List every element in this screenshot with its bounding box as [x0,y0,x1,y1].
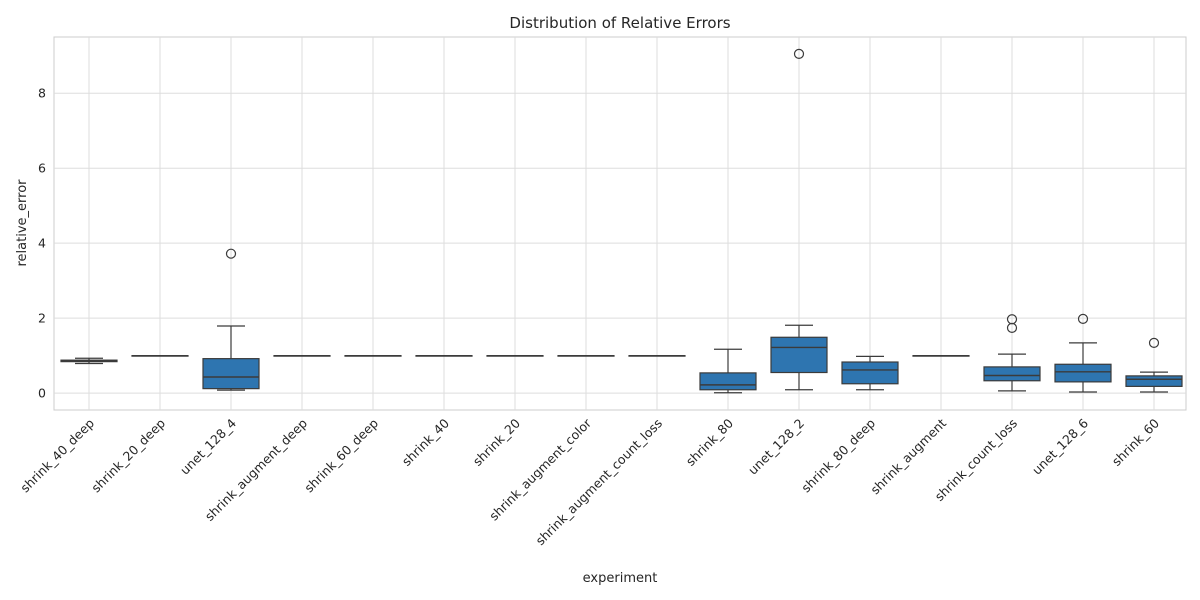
box-shrink_augment_count_loss [628,354,686,357]
iqr-box [1125,375,1183,387]
x-tick-label: unet_128_4 [177,415,239,477]
x-tick-label: shrink_20 [470,415,523,468]
outlier-point [225,248,237,259]
y-ticks: 0 2 4 6 8 [38,86,46,401]
iqr-box [841,361,899,385]
x-tick-label: shrink_80 [683,415,736,468]
plot-area [53,36,1187,411]
x-axis-label: experiment [583,571,658,586]
iqr-box [983,366,1041,382]
iqr-box [699,372,757,391]
x-tick-label: shrink_60_deep [301,415,381,495]
x-tick-label: unet_128_2 [745,416,807,478]
y-tick-label: 0 [38,386,46,401]
box-unet_128_6 [1054,313,1112,393]
box-shrink_augment_deep [273,354,331,357]
x-tick-label: shrink_40 [399,415,452,468]
box-shrink_40 [415,354,473,357]
box-shrink_80 [699,348,757,394]
x-tick-label: shrink_20_deep [88,415,168,495]
box-shrink_20 [486,354,544,357]
box-shrink_augment [912,354,970,357]
chart-title: Distribution of Relative Errors [509,14,730,32]
y-tick-label: 8 [38,86,46,101]
box-shrink_80_deep [841,355,899,391]
box-shrink_60_deep [344,354,402,357]
x-tick-label: shrink_60 [1109,415,1162,468]
x-tick-label: shrink_80_deep [798,415,878,495]
x-tick-label: shrink_augment_count_loss [532,416,665,549]
boxes [60,48,1183,394]
box-unet_128_2 [770,48,828,391]
x-tick-label: shrink_40_deep [17,415,97,495]
x-tick-label: unet_128_6 [1029,415,1091,477]
box-shrink_augment_color [557,354,615,357]
grid [54,37,1186,410]
box-unet_128_4 [202,248,260,391]
box-shrink_count_loss [983,314,1041,392]
outlier-point [1148,337,1160,348]
y-tick-label: 6 [38,161,46,176]
outlier-point [1006,314,1018,325]
outlier-point [1077,313,1089,325]
y-tick-label: 2 [38,311,46,326]
box-shrink_60 [1125,337,1183,393]
y-axis-label: relative_error [15,179,30,267]
iqr-box [202,358,260,390]
iqr-box [770,336,828,374]
x-tick-label: shrink_augment [867,415,949,497]
box-shrink_40_deep [60,357,118,365]
outlier-point [793,48,805,59]
iqr-box [1054,363,1112,383]
box-shrink_20_deep [131,354,189,357]
y-tick-label: 4 [38,236,46,251]
